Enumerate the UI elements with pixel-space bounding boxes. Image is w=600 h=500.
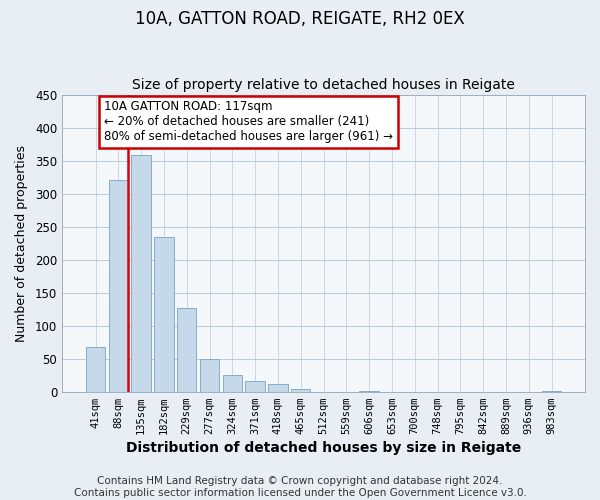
Text: 10A GATTON ROAD: 117sqm
← 20% of detached houses are smaller (241)
80% of semi-d: 10A GATTON ROAD: 117sqm ← 20% of detache… <box>104 100 393 144</box>
Title: Size of property relative to detached houses in Reigate: Size of property relative to detached ho… <box>132 78 515 92</box>
Bar <box>291 389 310 392</box>
X-axis label: Distribution of detached houses by size in Reigate: Distribution of detached houses by size … <box>126 441 521 455</box>
Bar <box>109 180 128 392</box>
Bar <box>154 237 173 392</box>
Bar <box>131 156 151 392</box>
Bar <box>86 347 105 392</box>
Text: Contains HM Land Registry data © Crown copyright and database right 2024.
Contai: Contains HM Land Registry data © Crown c… <box>74 476 526 498</box>
Bar <box>268 384 287 392</box>
Bar <box>359 391 379 392</box>
Bar <box>177 308 196 392</box>
Bar <box>223 375 242 392</box>
Bar <box>200 360 219 392</box>
Bar <box>542 391 561 392</box>
Y-axis label: Number of detached properties: Number of detached properties <box>15 144 28 342</box>
Text: 10A, GATTON ROAD, REIGATE, RH2 0EX: 10A, GATTON ROAD, REIGATE, RH2 0EX <box>135 10 465 28</box>
Bar <box>245 381 265 392</box>
